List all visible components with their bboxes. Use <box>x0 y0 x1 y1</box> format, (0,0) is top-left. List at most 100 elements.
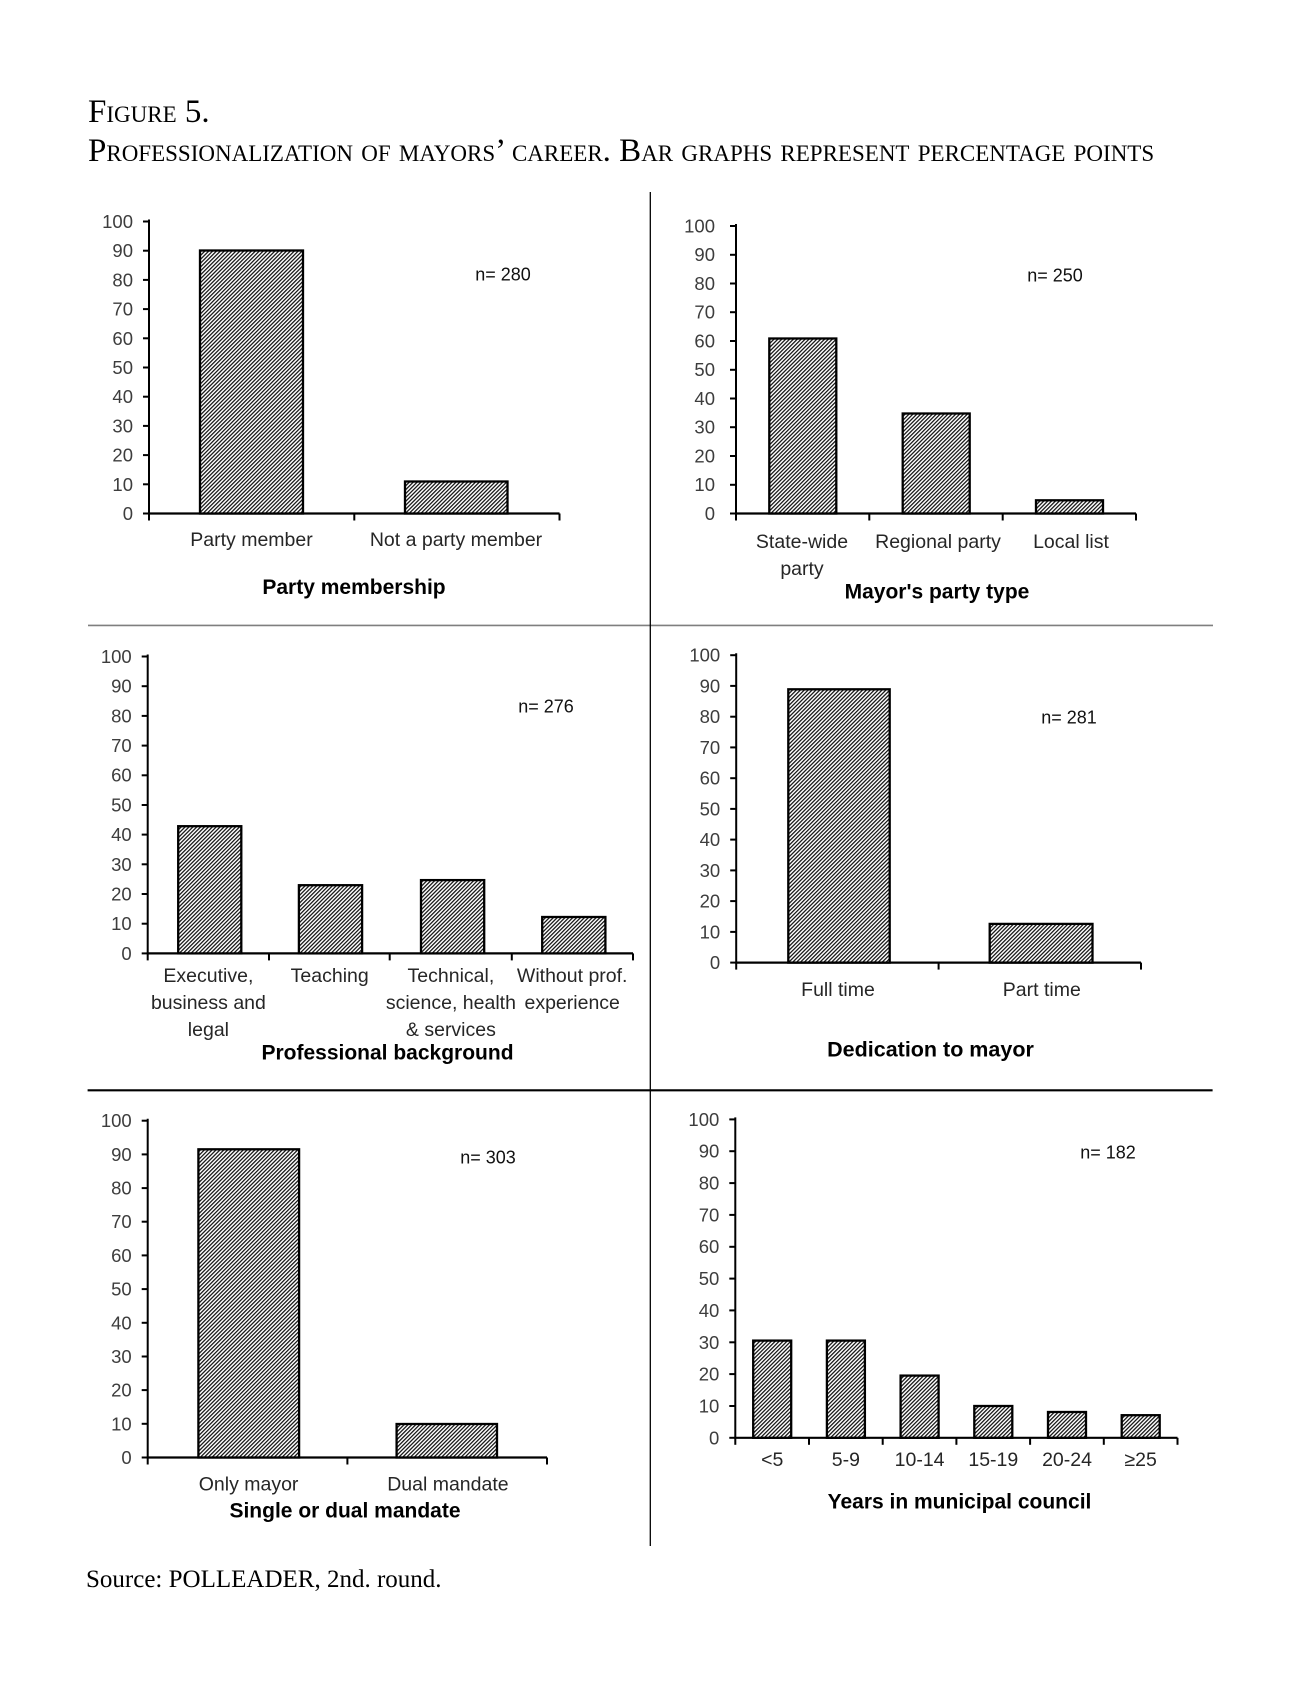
svg-text:0: 0 <box>123 503 133 524</box>
svg-text:0: 0 <box>710 952 720 973</box>
svg-text:60: 60 <box>700 768 721 789</box>
svg-text:100: 100 <box>102 211 133 232</box>
svg-text:0: 0 <box>709 1427 719 1448</box>
svg-text:n= 281: n= 281 <box>1041 707 1097 727</box>
svg-text:40: 40 <box>111 824 132 845</box>
svg-text:State-wide: State-wide <box>756 531 848 553</box>
svg-text:90: 90 <box>699 1141 720 1162</box>
svg-text:business and: business and <box>151 992 266 1014</box>
svg-text:n= 303: n= 303 <box>460 1147 516 1167</box>
svg-text:Full time: Full time <box>801 979 875 1001</box>
svg-text:90: 90 <box>112 240 133 261</box>
svg-text:70: 70 <box>699 1204 720 1225</box>
svg-text:30: 30 <box>111 854 132 875</box>
svg-text:Mayor's party type: Mayor's party type <box>845 580 1030 603</box>
svg-text:60: 60 <box>111 765 132 786</box>
svg-text:Party membership: Party membership <box>262 576 445 599</box>
svg-text:≥25: ≥25 <box>1124 1449 1157 1471</box>
svg-text:80: 80 <box>112 269 133 290</box>
svg-text:Regional party: Regional party <box>875 531 1001 553</box>
svg-text:10: 10 <box>694 474 715 495</box>
svg-text:20: 20 <box>111 884 132 905</box>
svg-text:50: 50 <box>694 359 715 380</box>
svg-text:Not a party member: Not a party member <box>370 529 543 551</box>
svg-text:Only mayor: Only mayor <box>199 1473 299 1495</box>
svg-text:50: 50 <box>112 357 133 378</box>
svg-text:40: 40 <box>699 1300 720 1321</box>
svg-text:30: 30 <box>112 415 133 436</box>
svg-text:30: 30 <box>694 417 715 438</box>
svg-text:100: 100 <box>101 1110 132 1131</box>
svg-text:10: 10 <box>700 921 721 942</box>
svg-text:90: 90 <box>111 676 132 697</box>
svg-text:40: 40 <box>694 388 715 409</box>
svg-text:20: 20 <box>694 446 715 467</box>
svg-text:Years in municipal council: Years in municipal council <box>828 1490 1092 1513</box>
svg-text:Local list: Local list <box>1033 531 1109 553</box>
svg-text:60: 60 <box>699 1236 720 1257</box>
svg-text:0: 0 <box>705 503 715 524</box>
svg-text:15-19: 15-19 <box>968 1449 1018 1471</box>
svg-text:80: 80 <box>694 273 715 294</box>
svg-text:10: 10 <box>111 913 132 934</box>
svg-text:70: 70 <box>111 735 132 756</box>
svg-text:100: 100 <box>688 1109 719 1130</box>
svg-text:20: 20 <box>111 1380 132 1401</box>
svg-text:Technical,: Technical, <box>408 965 495 987</box>
svg-text:Dedication to mayor: Dedication to mayor <box>827 1038 1034 1062</box>
svg-text:10-14: 10-14 <box>895 1449 945 1471</box>
svg-text:Part time: Part time <box>1003 979 1081 1001</box>
svg-text:Executive,: Executive, <box>163 965 253 987</box>
svg-text:50: 50 <box>111 794 132 815</box>
svg-text:20: 20 <box>700 891 721 912</box>
svg-text:n= 280: n= 280 <box>475 264 531 284</box>
svg-text:100: 100 <box>684 216 715 237</box>
svg-text:30: 30 <box>699 1332 720 1353</box>
svg-text:science, health: science, health <box>386 992 516 1014</box>
svg-text:40: 40 <box>111 1312 132 1333</box>
svg-text:50: 50 <box>699 1268 720 1289</box>
svg-text:100: 100 <box>101 646 132 667</box>
svg-text:Teaching: Teaching <box>291 965 369 987</box>
svg-text:50: 50 <box>111 1279 132 1300</box>
svg-text:50: 50 <box>700 798 721 819</box>
svg-text:80: 80 <box>699 1173 720 1194</box>
svg-text:70: 70 <box>694 302 715 323</box>
svg-text:80: 80 <box>111 1178 132 1199</box>
svg-text:Party member: Party member <box>190 529 313 551</box>
svg-text:30: 30 <box>111 1346 132 1367</box>
svg-text:70: 70 <box>112 299 133 320</box>
svg-text:100: 100 <box>689 645 720 666</box>
svg-text:90: 90 <box>111 1144 132 1165</box>
svg-text:10: 10 <box>112 474 133 495</box>
svg-text:20-24: 20-24 <box>1042 1449 1092 1471</box>
svg-text:40: 40 <box>112 386 133 407</box>
svg-text:Without prof.: Without prof. <box>517 965 628 987</box>
svg-text:0: 0 <box>121 943 131 964</box>
svg-text:60: 60 <box>112 328 133 349</box>
svg-text:30: 30 <box>700 860 721 881</box>
svg-text:party: party <box>780 558 824 580</box>
svg-text:10: 10 <box>111 1413 132 1434</box>
svg-text:20: 20 <box>112 445 133 466</box>
svg-text:40: 40 <box>700 829 721 850</box>
svg-text:Professional background: Professional background <box>261 1041 513 1064</box>
svg-text:n= 276: n= 276 <box>518 696 574 716</box>
svg-text:0: 0 <box>121 1447 131 1468</box>
svg-text:80: 80 <box>111 705 132 726</box>
svg-text:20: 20 <box>699 1364 720 1385</box>
svg-text:90: 90 <box>694 244 715 265</box>
svg-text:10: 10 <box>699 1395 720 1416</box>
svg-text:5-9: 5-9 <box>832 1449 860 1471</box>
svg-text:& services: & services <box>406 1019 496 1041</box>
svg-text:Dual mandate: Dual mandate <box>387 1473 508 1495</box>
svg-text:legal: legal <box>188 1019 229 1041</box>
svg-text:n= 182: n= 182 <box>1080 1142 1136 1162</box>
svg-text:n= 250: n= 250 <box>1027 265 1083 285</box>
svg-text:70: 70 <box>111 1211 132 1232</box>
svg-text:experience: experience <box>524 992 619 1014</box>
svg-text:<5: <5 <box>761 1449 783 1471</box>
svg-text:70: 70 <box>700 737 721 758</box>
svg-text:80: 80 <box>700 706 721 727</box>
svg-text:Single or dual mandate: Single or dual mandate <box>229 1499 460 1522</box>
